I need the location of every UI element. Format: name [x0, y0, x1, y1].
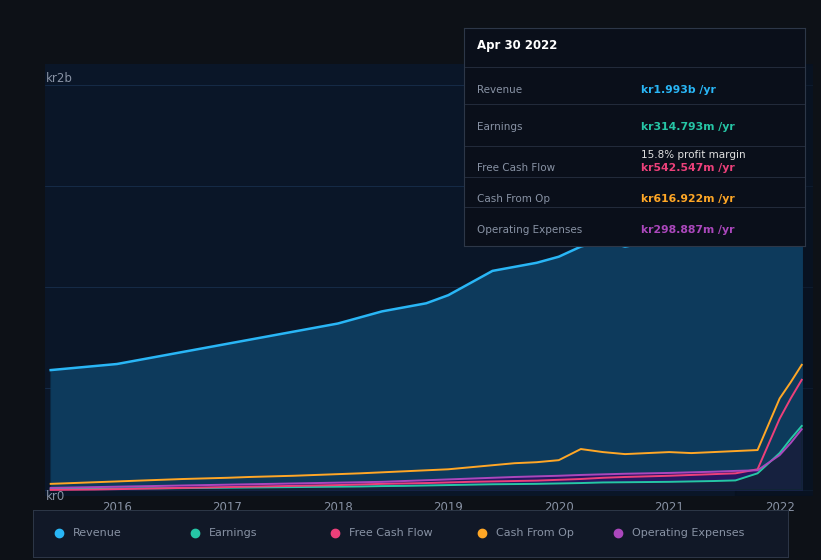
- Text: Apr 30 2022: Apr 30 2022: [478, 39, 557, 52]
- Text: 15.8% profit margin: 15.8% profit margin: [641, 150, 745, 160]
- Text: Revenue: Revenue: [73, 529, 122, 538]
- Text: Cash From Op: Cash From Op: [496, 529, 574, 538]
- Text: Revenue: Revenue: [478, 85, 523, 95]
- Text: Cash From Op: Cash From Op: [478, 194, 551, 204]
- Text: Earnings: Earnings: [478, 122, 523, 132]
- Text: kr2b: kr2b: [46, 72, 73, 85]
- Text: Free Cash Flow: Free Cash Flow: [349, 529, 432, 538]
- Text: kr0: kr0: [46, 489, 65, 502]
- Text: Operating Expenses: Operating Expenses: [478, 225, 583, 235]
- Text: kr314.793m /yr: kr314.793m /yr: [641, 122, 735, 132]
- Text: Operating Expenses: Operating Expenses: [632, 529, 744, 538]
- Text: kr616.922m /yr: kr616.922m /yr: [641, 194, 735, 204]
- Bar: [736, 64, 819, 496]
- Text: kr298.887m /yr: kr298.887m /yr: [641, 225, 735, 235]
- Text: kr1.993b /yr: kr1.993b /yr: [641, 85, 716, 95]
- Text: kr542.547m /yr: kr542.547m /yr: [641, 164, 735, 174]
- Text: Earnings: Earnings: [209, 529, 257, 538]
- Text: Free Cash Flow: Free Cash Flow: [478, 164, 556, 174]
